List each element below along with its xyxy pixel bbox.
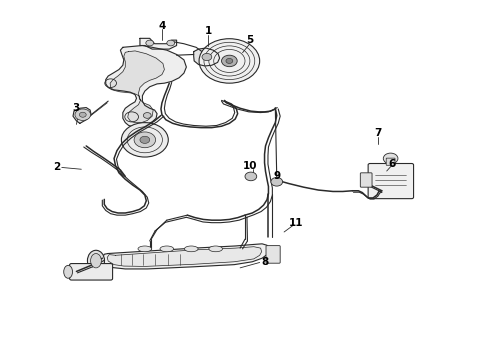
FancyBboxPatch shape bbox=[368, 163, 414, 199]
Text: 8: 8 bbox=[261, 257, 268, 267]
Circle shape bbox=[199, 39, 260, 83]
Polygon shape bbox=[102, 244, 269, 269]
Text: 5: 5 bbox=[246, 35, 253, 45]
Circle shape bbox=[75, 109, 91, 121]
Ellipse shape bbox=[64, 265, 73, 278]
Polygon shape bbox=[110, 51, 164, 123]
Polygon shape bbox=[107, 247, 262, 266]
Polygon shape bbox=[140, 39, 176, 49]
Text: 1: 1 bbox=[205, 26, 212, 36]
Text: 3: 3 bbox=[73, 103, 80, 113]
Polygon shape bbox=[194, 48, 220, 66]
FancyBboxPatch shape bbox=[70, 264, 113, 280]
Circle shape bbox=[383, 153, 398, 164]
Circle shape bbox=[271, 177, 283, 186]
Text: 7: 7 bbox=[374, 129, 382, 138]
FancyBboxPatch shape bbox=[386, 158, 395, 165]
Circle shape bbox=[79, 112, 86, 117]
FancyBboxPatch shape bbox=[266, 246, 280, 263]
Polygon shape bbox=[106, 45, 186, 127]
Circle shape bbox=[122, 123, 168, 157]
FancyBboxPatch shape bbox=[360, 173, 372, 187]
Circle shape bbox=[134, 132, 156, 148]
Circle shape bbox=[146, 40, 154, 46]
Ellipse shape bbox=[184, 246, 198, 252]
Text: 2: 2 bbox=[53, 162, 60, 172]
Polygon shape bbox=[73, 108, 91, 123]
Polygon shape bbox=[202, 52, 246, 81]
Circle shape bbox=[202, 53, 212, 60]
Text: 4: 4 bbox=[158, 21, 166, 31]
Text: 6: 6 bbox=[388, 159, 395, 169]
Text: 9: 9 bbox=[273, 171, 280, 181]
Circle shape bbox=[167, 40, 174, 46]
Ellipse shape bbox=[87, 250, 104, 271]
Circle shape bbox=[226, 58, 233, 63]
Ellipse shape bbox=[91, 253, 101, 268]
Circle shape bbox=[140, 136, 150, 143]
Ellipse shape bbox=[209, 246, 222, 252]
Ellipse shape bbox=[160, 246, 173, 252]
Text: 10: 10 bbox=[243, 161, 257, 171]
Circle shape bbox=[245, 172, 257, 181]
Circle shape bbox=[144, 113, 151, 118]
Circle shape bbox=[221, 55, 237, 67]
Text: 11: 11 bbox=[289, 218, 303, 228]
Ellipse shape bbox=[138, 246, 152, 252]
